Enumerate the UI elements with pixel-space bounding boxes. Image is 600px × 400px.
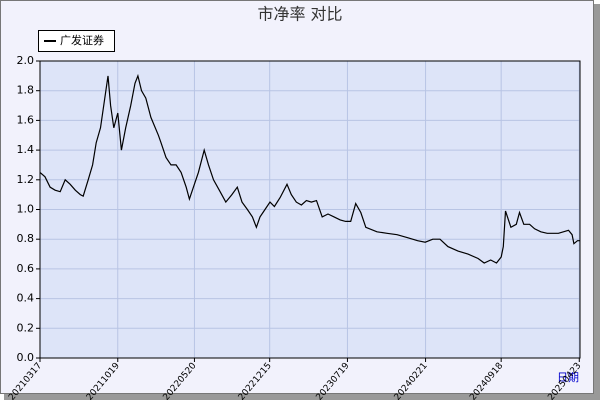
shadow bbox=[594, 4, 600, 400]
x-axis-label: 日期 bbox=[557, 371, 579, 384]
plot-border bbox=[39, 60, 581, 359]
y-tick-label: 0.4 bbox=[17, 292, 35, 305]
y-tick-label: 0.6 bbox=[17, 262, 35, 275]
y-tick-label: 0.0 bbox=[17, 351, 35, 364]
y-tick-label: 1.2 bbox=[17, 173, 35, 186]
legend-label: 广发证券 bbox=[60, 33, 104, 47]
y-tick-label: 1.8 bbox=[17, 84, 35, 97]
shadow bbox=[4, 394, 594, 400]
legend: 广发证券 bbox=[38, 30, 115, 52]
y-tick-label: 2.0 bbox=[17, 54, 35, 67]
y-tick-label: 1.6 bbox=[17, 113, 35, 126]
legend-box bbox=[38, 30, 115, 52]
chart-title: 市净率 对比 bbox=[257, 5, 342, 24]
y-tick-label: 0.8 bbox=[17, 232, 35, 245]
y-tick-label: 1.4 bbox=[17, 143, 35, 156]
y-tick-label: 0.2 bbox=[17, 321, 35, 334]
series-line bbox=[39, 73, 580, 264]
y-tick-label: 1.0 bbox=[17, 203, 35, 216]
